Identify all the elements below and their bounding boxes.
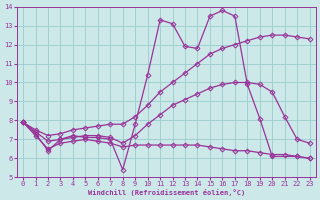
X-axis label: Windchill (Refroidissement éolien,°C): Windchill (Refroidissement éolien,°C) [88, 189, 245, 196]
